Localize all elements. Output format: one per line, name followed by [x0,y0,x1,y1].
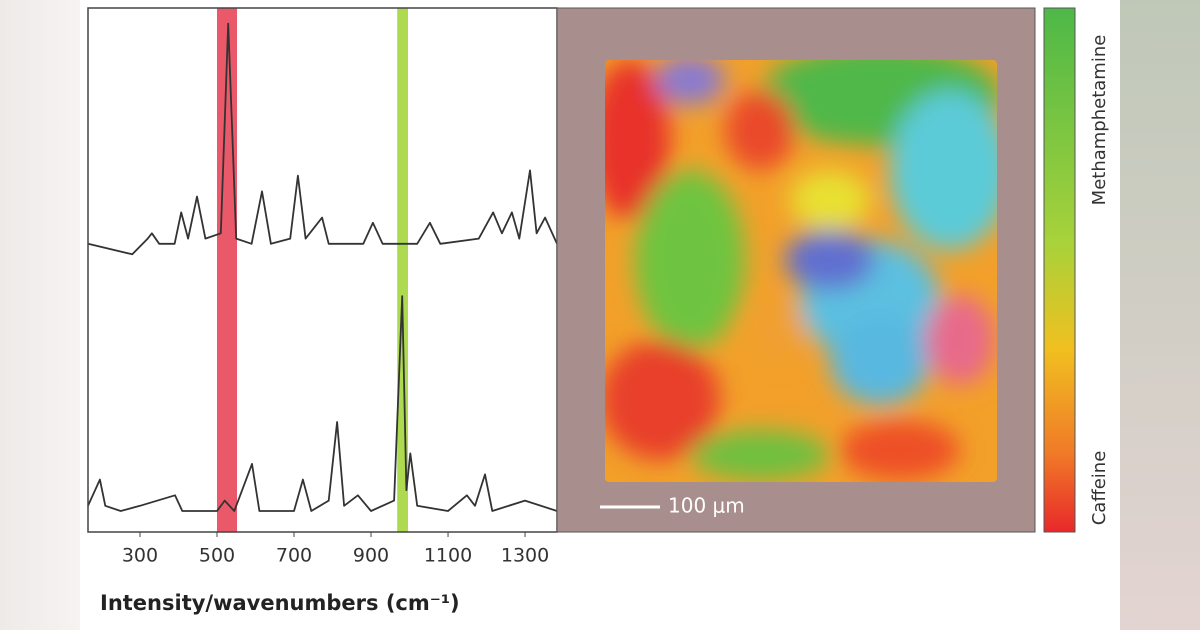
x-axis-label: Intensity/wavenumbers (cm⁻¹) [100,591,460,615]
x-tick-label: 900 [353,545,389,567]
highlight-band [397,8,408,532]
right-strip [1120,0,1200,630]
x-tick-label: 1300 [501,545,549,567]
x-tick-label: 1100 [424,545,472,567]
x-tick-label: 300 [122,545,158,567]
raman-map: 100 μm [556,7,1036,533]
colorbar-bottom-label: Caffeine [1089,451,1110,526]
x-tick-label: 700 [276,545,312,567]
spectrum-line [87,22,558,256]
colorbar [1043,7,1076,533]
scale-bar-label: 100 μm [668,494,745,518]
highlight-band [216,8,238,532]
left-strip [0,0,80,630]
colorbar-top-label: Methamphetamine [1089,35,1110,206]
x-tick-label: 500 [199,545,235,567]
spectrum-line [87,295,558,512]
spectra-plot: 300 500 700 900 1100 1300 [87,8,558,567]
heatmap [605,60,997,482]
